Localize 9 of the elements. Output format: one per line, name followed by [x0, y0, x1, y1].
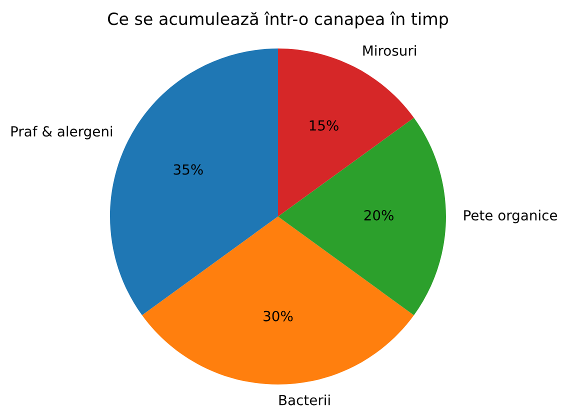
- slice-label: Praf & alergeni: [11, 126, 112, 140]
- data-label: 20%: [364, 210, 394, 221]
- slice-label: Mirosuri: [363, 45, 416, 56]
- data-label: 15%: [310, 120, 338, 131]
- chart-title: Ce se acumulează într-o canapea în timp: [108, 12, 448, 28]
- slice-label: Bacterii: [279, 394, 330, 406]
- data-label: 35%: [174, 164, 203, 175]
- data-label: 30%: [264, 310, 293, 322]
- slice-label: Pete organice: [464, 210, 558, 224]
